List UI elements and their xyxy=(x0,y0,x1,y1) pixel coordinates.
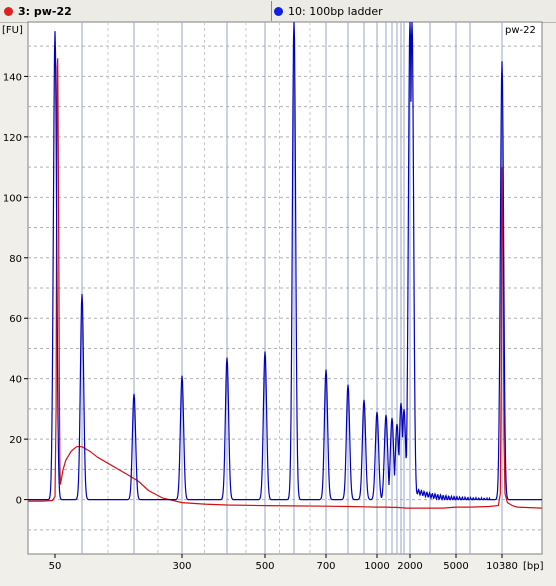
x-axis-label: [bp] xyxy=(523,561,544,572)
tab-divider xyxy=(271,1,272,21)
tab-sample-10[interactable]: 10: 100bp ladder xyxy=(274,0,383,22)
ladder-trace xyxy=(28,21,542,501)
x-axis: 50 300 500 700 1000 2000 5000 10380 xyxy=(49,554,518,572)
sample-pw22-trace xyxy=(28,58,543,509)
tab-label: 10: 100bp ladder xyxy=(288,4,383,18)
blue-dot-icon xyxy=(274,6,283,16)
y-tick-label: 0 xyxy=(16,496,22,507)
y-tick-label: 80 xyxy=(9,254,22,265)
x-tick-label: 1000 xyxy=(364,561,389,572)
x-tick-label: 5000 xyxy=(443,561,468,572)
x-tick-label: 10380 xyxy=(486,561,518,572)
x-tick-label: 500 xyxy=(255,561,274,572)
x-tick-label: 2000 xyxy=(397,561,422,572)
tab-label: 3: pw-22 xyxy=(18,4,72,18)
chart-title: pw-22 xyxy=(505,25,536,36)
series-lines xyxy=(28,21,543,509)
plot-area xyxy=(27,21,543,555)
tab-sample-3[interactable]: 3: pw-22 xyxy=(4,0,270,22)
grid-lines xyxy=(28,22,542,554)
y-axis-label: [FU] xyxy=(2,25,23,36)
x-tick-label: 50 xyxy=(49,561,62,572)
y-tick-label: 140 xyxy=(3,72,22,83)
y-tick-label: 20 xyxy=(9,435,22,446)
y-tick-label: 120 xyxy=(3,133,22,144)
x-tick-label: 700 xyxy=(316,561,335,572)
y-tick-label: 100 xyxy=(3,193,22,204)
y-tick-label: 60 xyxy=(9,314,22,325)
y-tick-label: 40 xyxy=(9,375,22,386)
y-axis: 0 20 40 60 80 100 120 140 xyxy=(3,72,28,507)
red-dot-icon xyxy=(4,6,13,16)
x-tick-label: 300 xyxy=(172,561,191,572)
